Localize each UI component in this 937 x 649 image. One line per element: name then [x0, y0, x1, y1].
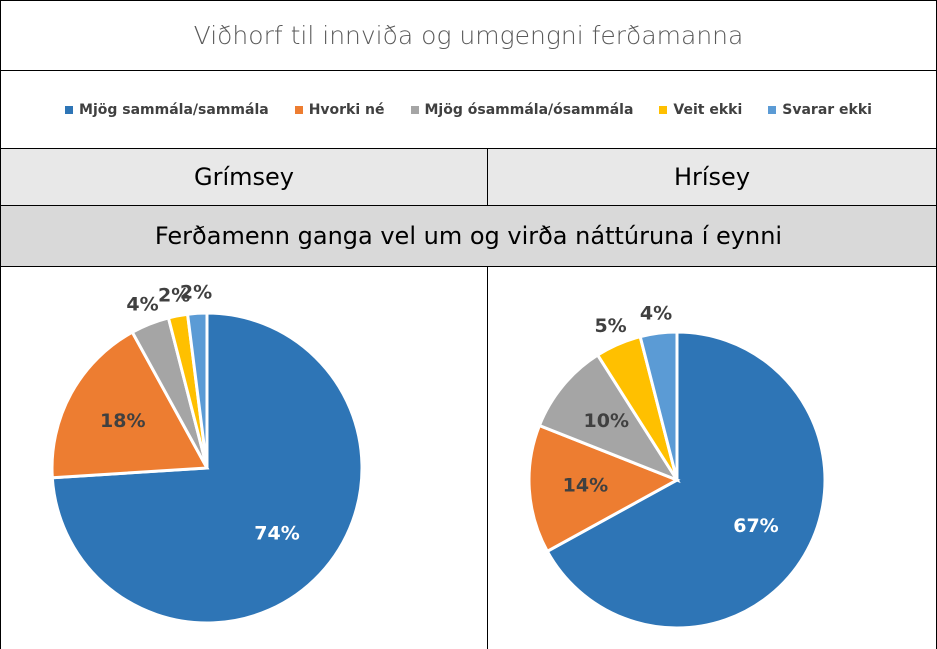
legend-item: Mjög sammála/sammála: [65, 102, 269, 118]
legend-item: Veit ekki: [659, 102, 742, 118]
pie-slice: [185, 311, 209, 469]
legend-label: Mjög sammála/sammála: [79, 101, 269, 118]
column-header: Grímsey: [0, 148, 488, 206]
legend-item: Hvorki né: [294, 101, 385, 118]
legend-swatch: [768, 105, 777, 114]
pie-slice: [527, 423, 681, 554]
column-header: Hrísey: [487, 148, 937, 206]
data-label: 2%: [180, 282, 212, 304]
data-label: 18%: [100, 410, 145, 432]
legend-swatch: [294, 105, 303, 114]
pie-slice: [545, 330, 827, 630]
pie-slice: [537, 352, 681, 484]
data-label: 2%: [158, 284, 190, 306]
legend-label: Hvorki né: [308, 101, 385, 118]
data-label: 4%: [126, 294, 158, 316]
data-label: 10%: [584, 410, 629, 432]
data-label: 4%: [640, 303, 672, 325]
data-label: 14%: [563, 474, 608, 496]
legend-swatch: [410, 105, 419, 114]
data-label: 5%: [594, 315, 626, 337]
legend-label: Mjög ósammála/ósammála: [424, 101, 634, 118]
legend-swatch: [659, 105, 668, 114]
pie-slice: [638, 330, 679, 481]
legend-label: Veit ekki: [673, 101, 743, 118]
question-row: Ferðamenn ganga vel um og virða náttúrun…: [0, 205, 937, 267]
legend-swatch: [65, 105, 74, 114]
data-label: 74%: [254, 522, 299, 544]
data-label: 67%: [733, 515, 778, 537]
legend-label: Svarar ekki: [782, 101, 872, 118]
legend-item: Mjög ósammála/ósammála: [410, 101, 634, 118]
pie-slice: [50, 330, 210, 480]
legend-item: Svarar ekki: [768, 102, 872, 118]
